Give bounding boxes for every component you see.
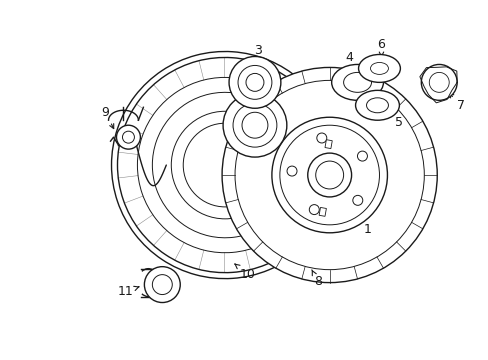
Circle shape <box>271 117 386 233</box>
Circle shape <box>144 267 180 302</box>
Circle shape <box>116 125 140 149</box>
Text: 5: 5 <box>387 113 403 129</box>
Text: 9: 9 <box>102 106 114 129</box>
Text: 2: 2 <box>274 133 293 152</box>
Circle shape <box>286 166 296 176</box>
Text: 3: 3 <box>253 44 262 71</box>
Circle shape <box>223 93 286 157</box>
Circle shape <box>309 204 319 215</box>
Text: 10: 10 <box>234 264 255 281</box>
Circle shape <box>307 153 351 197</box>
Circle shape <box>228 57 280 108</box>
Circle shape <box>352 195 362 205</box>
Circle shape <box>421 64 456 100</box>
Ellipse shape <box>358 54 400 82</box>
Circle shape <box>357 151 366 161</box>
Circle shape <box>316 133 326 143</box>
Text: 8: 8 <box>311 270 321 288</box>
Ellipse shape <box>331 64 383 100</box>
Text: 6: 6 <box>377 38 385 57</box>
Text: 1: 1 <box>342 203 371 236</box>
Ellipse shape <box>355 90 399 120</box>
Bar <box>325 140 331 149</box>
Circle shape <box>233 103 276 147</box>
Bar <box>319 207 325 216</box>
Circle shape <box>238 66 271 99</box>
Circle shape <box>222 67 436 283</box>
Text: 4: 4 <box>345 51 353 71</box>
Text: 11: 11 <box>117 285 139 298</box>
Text: 7: 7 <box>448 93 464 112</box>
